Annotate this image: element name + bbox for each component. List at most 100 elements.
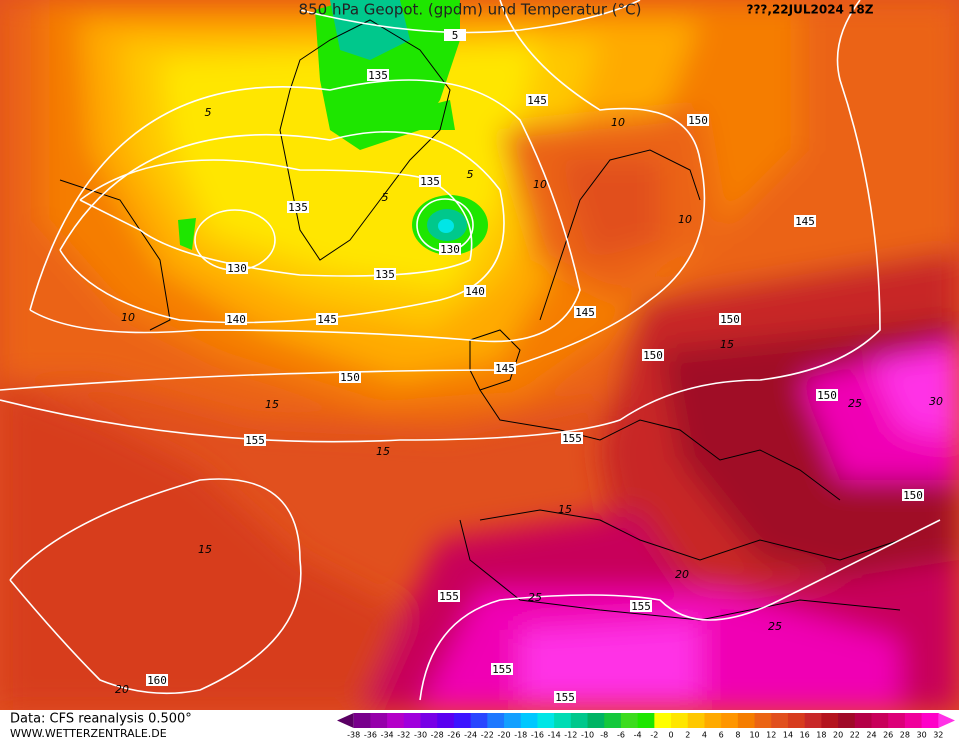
scale-swatch (554, 713, 572, 728)
geopotential-labels: 5 135 145 150 135 135 130 130 135 140 145 140 145 145… (146, 29, 924, 704)
label-box (444, 29, 466, 41)
label-box (374, 268, 396, 280)
scale-tick-label: -26 (447, 731, 460, 740)
geopotential-label: 155 (492, 663, 512, 676)
label-box (339, 371, 361, 383)
scale-swatch (754, 713, 772, 728)
geopotential-label: 155 (562, 432, 582, 445)
scale-tick-label: -34 (381, 731, 394, 740)
label-box (439, 243, 461, 255)
geopotential-label: 145 (495, 362, 515, 375)
scale-swatch (787, 713, 806, 728)
scale-swatch (387, 713, 405, 728)
scale-arrow (337, 713, 354, 728)
scale-tick-label: -16 (531, 731, 544, 740)
scale-swatch (570, 713, 589, 728)
scale-tick-label: 30 (917, 731, 927, 740)
scale-swatch (704, 713, 722, 728)
geopotential-label: 135 (288, 201, 308, 214)
geopotential-label: 155 (245, 434, 265, 447)
scale-swatch (437, 713, 455, 728)
geopotential-label: 155 (631, 600, 651, 613)
scale-tick-label: 2 (685, 731, 690, 740)
label-box (687, 114, 709, 126)
geopotential-label: 155 (439, 590, 459, 603)
scale-swatch (487, 713, 505, 728)
scale-tick-label: -6 (617, 731, 625, 740)
geopotential-contours (0, 0, 941, 701)
scale-tick-label: 18 (816, 731, 826, 740)
scale-tick-label: -18 (514, 731, 527, 740)
scale-tick-label: -28 (431, 731, 444, 740)
scale-swatch (520, 713, 538, 728)
temperature-label: 15 (376, 445, 390, 458)
scale-swatch (654, 713, 672, 728)
scale-tick-label: -8 (600, 731, 608, 740)
label-box (316, 313, 338, 325)
scale-swatch (671, 713, 689, 728)
temperature-label: 20 (675, 568, 689, 581)
temperature-label: 10 (121, 311, 135, 324)
label-box (287, 201, 309, 213)
geopotential-label: 140 (465, 285, 485, 298)
label-box (225, 313, 247, 325)
scale-swatch (353, 713, 371, 728)
scale-tick-label: -4 (634, 731, 642, 740)
scale-tick-label: 26 (883, 731, 893, 740)
scale-tick-label: -12 (564, 731, 577, 740)
scale-tick-label: 24 (866, 731, 876, 740)
scale-tick-label: -2 (650, 731, 658, 740)
scale-swatch (637, 713, 655, 728)
scale-swatch (453, 713, 472, 728)
geopotential-label: 160 (147, 674, 167, 687)
temperature-label: 15 (720, 338, 734, 351)
scale-swatch (620, 713, 639, 728)
temperature-labels: 5 5 5 10 10 10 10 15 15 15 15 15 20 20 25 25 30 25 (115, 106, 943, 696)
label-box (226, 262, 248, 274)
temperature-label: 30 (929, 395, 943, 408)
temperature-label: 15 (198, 543, 212, 556)
geopotential-label: 150 (688, 114, 708, 127)
site: WWW.WETTERZENTRALE.DE (10, 727, 167, 740)
label-box (630, 600, 652, 612)
source: Data: CFS reanalysis 0.500° (10, 712, 192, 727)
label-box (438, 590, 460, 602)
scale-tick-label: 22 (850, 731, 860, 740)
geopotential-label: 145 (795, 215, 815, 228)
temperature-label: 20 (115, 683, 129, 696)
geopotential-label: 130 (440, 243, 460, 256)
scale-tick-label: -24 (464, 731, 477, 740)
scale-swatch (888, 713, 906, 728)
scale-tick-label: -14 (548, 731, 561, 740)
geopotential-label: 140 (226, 313, 246, 326)
geopotential-label: 145 (575, 306, 595, 319)
temperature-label: 15 (558, 503, 572, 516)
temperature-label: 5 (382, 191, 389, 204)
temperature-label: 10 (533, 178, 547, 191)
geopotential-label: 150 (903, 489, 923, 502)
scale-tick-label: 16 (800, 731, 810, 740)
scale-tick-label: -20 (497, 731, 510, 740)
geopotential-label: 135 (420, 175, 440, 188)
scale-swatch (804, 713, 822, 728)
scale-tick-label: 0 (669, 731, 674, 740)
geopotential-label: 150 (720, 313, 740, 326)
geopotential-label: 150 (340, 371, 360, 384)
geopotential-label: 150 (817, 389, 837, 402)
scale-tick-label: 4 (702, 731, 707, 740)
scale-tick-label: -38 (347, 731, 360, 740)
scale-swatch (771, 713, 789, 728)
scale-tick-label: -32 (397, 731, 410, 740)
geopotential-label: 145 (527, 94, 547, 107)
scale-tick-label: 14 (783, 731, 793, 740)
scale-swatch (921, 713, 939, 728)
geopotential-label: 5 (452, 29, 459, 42)
scale-tick-label: 20 (833, 731, 843, 740)
scale-swatch (504, 713, 522, 728)
temperature-label: 15 (265, 398, 279, 411)
scale-swatch (821, 713, 839, 728)
label-box (146, 674, 168, 686)
temperature-label: 25 (528, 591, 542, 604)
label-box (491, 663, 513, 675)
